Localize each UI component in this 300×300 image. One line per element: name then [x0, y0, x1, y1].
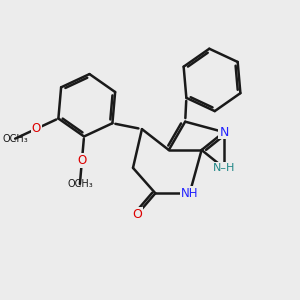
- Text: OCH₃: OCH₃: [67, 179, 93, 189]
- Text: O: O: [77, 154, 86, 167]
- Text: OCH₃: OCH₃: [2, 134, 28, 144]
- Text: O: O: [32, 122, 41, 135]
- Text: O: O: [133, 208, 142, 220]
- Text: N–H: N–H: [213, 163, 235, 173]
- Text: NH: NH: [181, 187, 198, 200]
- Text: N: N: [219, 126, 229, 139]
